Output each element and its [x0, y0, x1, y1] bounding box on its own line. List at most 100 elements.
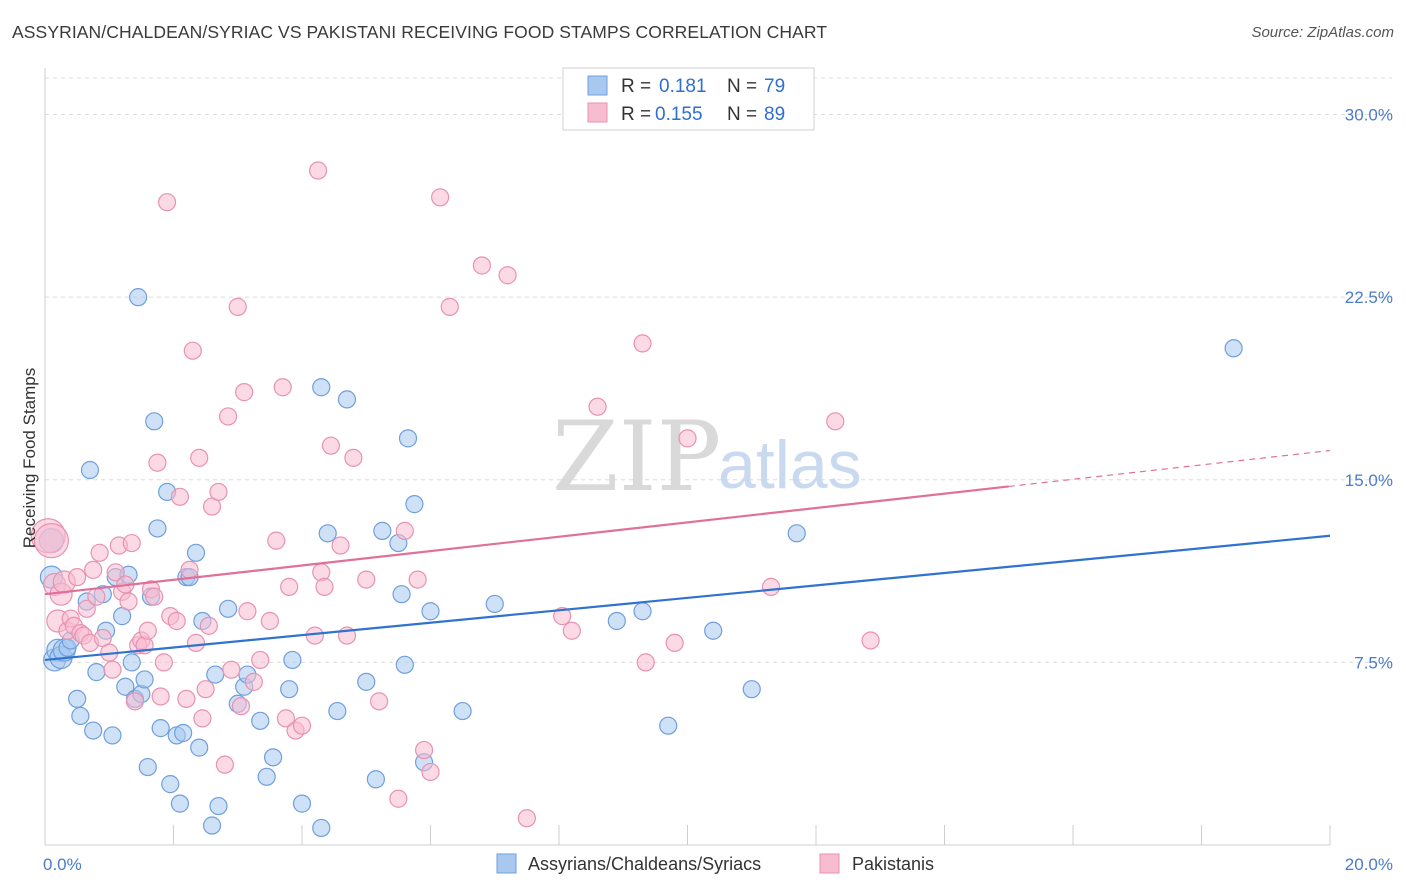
y-axis-label: Receiving Food Stamps — [20, 368, 39, 548]
pakistanis-point-82 — [440, 297, 459, 316]
pakistanis-point-74 — [357, 570, 376, 589]
pakistanis-point-55 — [235, 383, 254, 402]
pakistanis-point-65 — [292, 716, 312, 735]
x-tick-label-0: 0.0% — [43, 855, 82, 874]
assyrians-point-26 — [138, 757, 157, 777]
pakistanis-point-66 — [305, 626, 324, 645]
pakistanis-point-75 — [370, 692, 389, 711]
assyrians-point-76 — [787, 524, 806, 543]
pakistanis-point-43 — [186, 633, 206, 653]
pakistanis-point-86 — [553, 607, 572, 626]
pakistanis-point-41 — [180, 560, 199, 579]
pakistanis-point-88 — [588, 397, 607, 416]
pakistanis-point-70 — [321, 436, 341, 455]
legend-swatch-pink — [587, 102, 608, 123]
pakistanis-point-24 — [119, 592, 138, 611]
pakistanis-point-51 — [219, 407, 238, 426]
trend-line-pink-extension — [1008, 449, 1331, 488]
pakistanis-point-80 — [421, 762, 440, 782]
pakistanis-point-59 — [260, 611, 279, 631]
assyrians-point-64 — [395, 655, 414, 674]
pakistanis-point-94 — [826, 412, 845, 431]
pakistanis-point-58 — [251, 650, 270, 670]
pakistanis-point-1 — [33, 523, 70, 559]
pakistanis-point-90 — [636, 653, 655, 672]
assyrians-point-59 — [357, 672, 376, 691]
pakistanis-point-78 — [408, 570, 427, 589]
assyrians-point-65 — [398, 429, 418, 448]
assyrians-point-60 — [366, 770, 385, 789]
assyrians-point-63 — [392, 585, 411, 604]
pakistanis-point-9 — [68, 568, 87, 587]
pakistanis-point-44 — [190, 448, 209, 467]
pakistanis-point-61 — [273, 378, 292, 397]
assyrians-point-75 — [742, 680, 761, 699]
axes — [44, 68, 1331, 846]
pakistanis-point-42 — [183, 341, 202, 360]
pakistanis-point-67 — [308, 161, 328, 180]
assyrians-point-34 — [170, 794, 190, 813]
pakistanis-point-54 — [231, 697, 251, 716]
assyrians-point-49 — [257, 767, 276, 786]
series-legend: Assyrians/Chaldeans/Syriacs Pakistanis — [496, 853, 934, 874]
pakistanis-point-89 — [633, 334, 652, 353]
grid-lines — [45, 77, 1392, 663]
pakistanis-point-40 — [177, 689, 196, 709]
x-tick-labels: 0.0% 20.0% — [43, 855, 1393, 874]
assyrians-point-35 — [174, 723, 193, 743]
assyrians-point-9 — [71, 706, 90, 726]
watermark: ZIP atlas — [552, 401, 862, 513]
y-tick-label-1: 15.0% — [1345, 471, 1393, 490]
assyrians-point-25 — [135, 670, 154, 689]
assyrians-point-52 — [283, 650, 302, 670]
pakistanis-point-63 — [280, 577, 299, 596]
assyrians-point-29 — [148, 519, 167, 538]
pakistanis-point-79 — [414, 740, 434, 760]
pakistanis-point-57 — [244, 672, 263, 691]
correlation-legend: R = 0.181 N = 79 R = 0.155 N = 89 — [562, 67, 815, 131]
pakistanis-point-85 — [517, 809, 536, 828]
pakistanis-point-26 — [125, 692, 145, 711]
legend-r-value-1: 0.181 — [659, 76, 707, 97]
pakistanis-point-35 — [154, 653, 173, 672]
assyrians-point-12 — [84, 721, 103, 740]
pakistanis-point-16 — [90, 543, 109, 562]
pakistanis-point-45 — [193, 709, 212, 728]
legend-r-value-2: 0.155 — [655, 104, 703, 125]
assyrians-point-11 — [80, 460, 100, 480]
assyrians-point-39 — [190, 738, 209, 757]
legend-r-label-2: R = — [621, 104, 651, 125]
assyrians-point-48 — [251, 711, 270, 730]
assyrians-point-55 — [312, 818, 331, 838]
pakistanis-point-83 — [472, 256, 491, 275]
pakistanis-point-62 — [276, 709, 296, 728]
assyrians-point-53 — [292, 794, 312, 813]
source-credit: Source: ZipAtlas.com — [1251, 24, 1394, 41]
chart-title: ASSYRIAN/CHALDEAN/SYRIAC VS PAKISTANI RE… — [12, 22, 828, 42]
assyrians-point-19 — [116, 677, 135, 696]
assyrians-point-21 — [122, 653, 141, 672]
pakistanis-point-36 — [157, 193, 177, 212]
assyrians-point-73 — [659, 716, 678, 735]
x-tick-label-1: 20.0% — [1345, 855, 1393, 874]
legend-n-label-1: N = — [727, 76, 757, 97]
legend-n-label-2: N = — [727, 104, 757, 125]
pakistanis-point-76 — [389, 789, 408, 808]
assyrians-point-16 — [103, 726, 122, 745]
pakistanis-point-95 — [861, 631, 880, 650]
pakistanis-point-12 — [77, 599, 96, 618]
pakistanis-point-60 — [267, 531, 286, 550]
pakistanis-point-92 — [678, 429, 697, 448]
pakistanis-point-77 — [395, 521, 414, 540]
pakistanis-point-91 — [665, 633, 684, 653]
trend-line-blue — [44, 534, 1331, 662]
y-tick-label-3: 30.0% — [1345, 106, 1393, 125]
assyrians-point-42 — [206, 665, 225, 684]
trend-lines — [44, 449, 1331, 662]
assyrians-point-66 — [405, 495, 424, 514]
assyrians-point-28 — [145, 412, 164, 431]
y-tick-label-2: 22.5% — [1345, 288, 1393, 307]
assyrians-point-58 — [337, 390, 357, 409]
legend-r-label-1: R = — [621, 76, 651, 97]
assyrians-point-23 — [129, 288, 148, 307]
